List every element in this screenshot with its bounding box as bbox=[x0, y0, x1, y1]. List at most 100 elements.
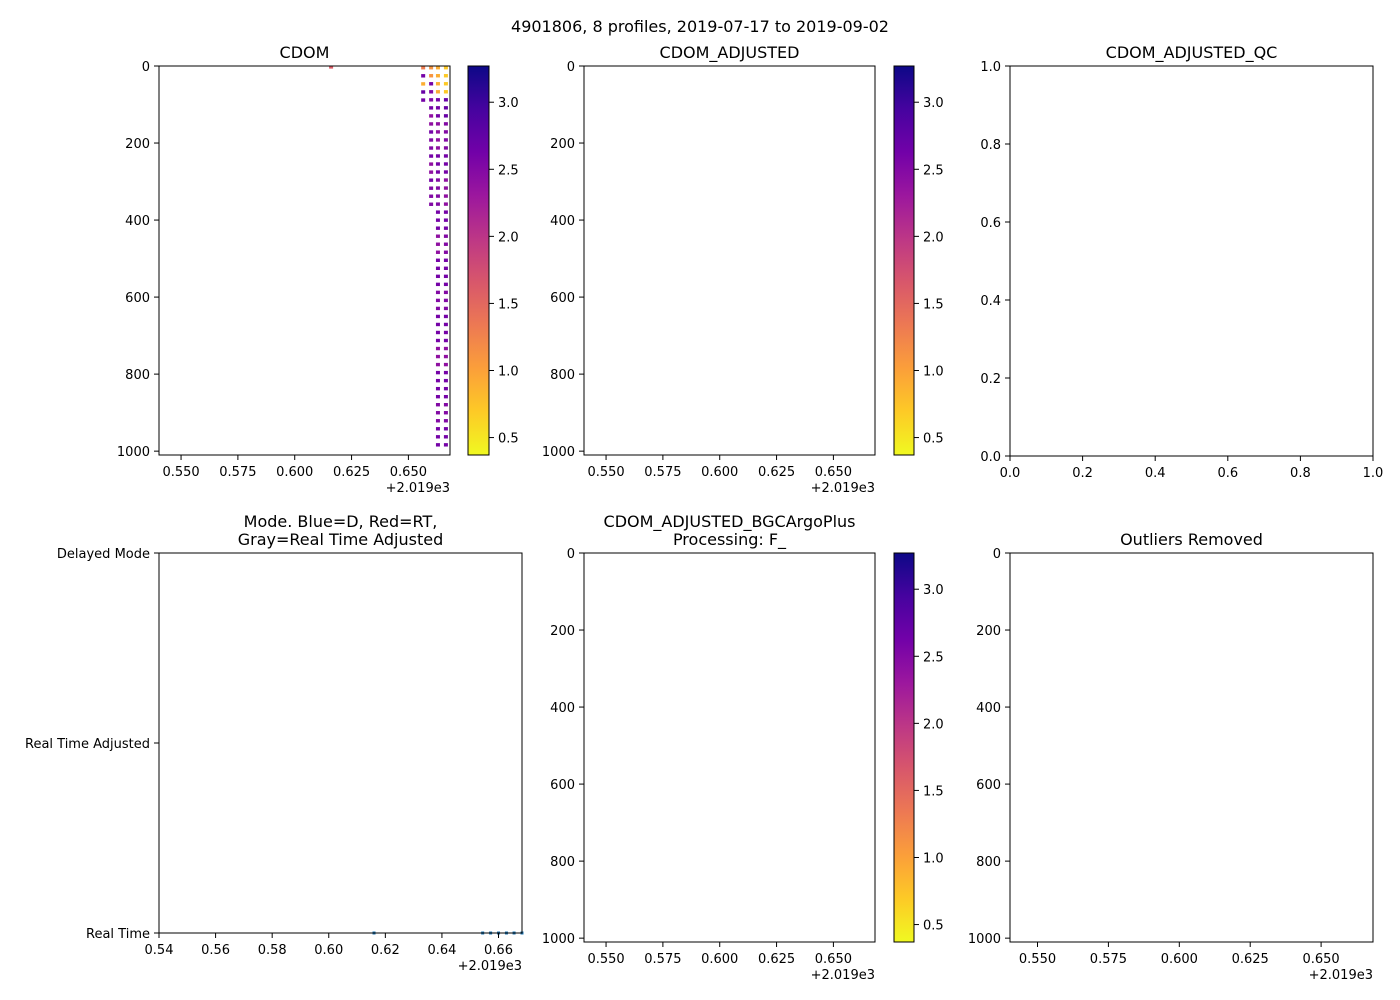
cdom-cell-3-4 bbox=[435, 82, 440, 86]
outliers-offset-label: +2.019e3 bbox=[1309, 968, 1373, 983]
mode-ytick-label: Real Time bbox=[86, 927, 150, 942]
cdom_adjusted-title: CDOM_ADJUSTED bbox=[660, 43, 800, 63]
cdom-cell-3-36 bbox=[435, 210, 440, 214]
outliers-ytick-label: 0 bbox=[993, 547, 1001, 562]
cdom_adjusted-colorbar-tick-label: 0.5 bbox=[923, 432, 944, 447]
cdom-cell-2-26 bbox=[429, 170, 434, 174]
cdom-panel: CDOM 0.550 0.575 0.600 0.625 0.650+2.019e3 0 20… bbox=[117, 43, 519, 496]
cdom_adjusted_qc-xtick-label: 0.0 bbox=[1000, 466, 1021, 481]
cdom-cell-3-68 bbox=[435, 338, 440, 343]
cdom_adjusted_qc-ytick-label: 1.0 bbox=[980, 60, 1001, 75]
cdom-cell-3-50 bbox=[435, 266, 440, 271]
cdom_bgc-colorbar-tick-label: 2.0 bbox=[923, 717, 944, 732]
cdom-cell-2-0 bbox=[429, 66, 434, 70]
cdom-cell-4-20 bbox=[443, 146, 448, 150]
cdom_bgc-ytick-label: 800 bbox=[550, 855, 575, 870]
outliers-xtick-label: 0.600 bbox=[1161, 952, 1198, 967]
cdom-title: CDOM bbox=[280, 43, 330, 62]
cdom-colorbar-tick-label: 2.5 bbox=[498, 163, 519, 178]
cdom-cell-1-6 bbox=[421, 90, 426, 94]
cdom-cell-3-52 bbox=[435, 274, 440, 279]
cdom-cell-3-10 bbox=[435, 106, 440, 110]
cdom-ytick-label: 200 bbox=[125, 137, 150, 152]
cdom-cell-3-14 bbox=[435, 122, 440, 126]
cdom_adjusted_qc-panel: CDOM_ADJUSTED_QC 0.0 0.2 0.4 0.6 0.8 1.0 0.0 0.2… bbox=[980, 43, 1383, 481]
figure-title: 4901806, 8 profiles, 2019-07-17 to 2019-… bbox=[511, 17, 889, 36]
cdom-cell-2-16 bbox=[429, 130, 434, 134]
cdom-cell-4-90 bbox=[443, 427, 448, 431]
cdom-cell-4-28 bbox=[443, 178, 448, 182]
cdom-cell-2-10 bbox=[429, 106, 434, 110]
cdom-cell-2-4 bbox=[429, 82, 434, 86]
cdom_adjusted-axes-frame bbox=[583, 65, 876, 456]
cdom-xtick-label: 0.600 bbox=[276, 465, 313, 480]
cdom-cell-4-78 bbox=[443, 378, 448, 383]
outliers-xtick-label: 0.650 bbox=[1302, 952, 1339, 967]
cdom-cell-2-2 bbox=[429, 74, 434, 78]
cdom_bgc-colorbar-tick-label: 0.5 bbox=[923, 919, 944, 934]
cdom-cell-4-48 bbox=[443, 258, 448, 262]
cdom-cell-4-0 bbox=[443, 66, 448, 70]
cdom_adjusted_qc-ytick-label: 0.6 bbox=[980, 216, 1001, 231]
cdom-cell-3-42 bbox=[435, 234, 440, 238]
cdom-cell-4-52 bbox=[443, 274, 448, 279]
cdom_bgc-xtick-label: 0.650 bbox=[815, 952, 852, 967]
cdom_adjusted_qc-ytick-label: 0.8 bbox=[980, 138, 1001, 153]
cdom-cell-4-24 bbox=[443, 162, 448, 166]
cdom-cell-3-48 bbox=[435, 258, 440, 262]
cdom-cell-2-32 bbox=[429, 194, 434, 198]
cdom_adjusted-xtick-label: 0.625 bbox=[758, 465, 795, 480]
cdom-cell-4-56 bbox=[443, 290, 448, 295]
cdom-cell-4-42 bbox=[443, 234, 448, 238]
cdom-cell-3-30 bbox=[435, 186, 440, 190]
cdom_adjusted-colorbar bbox=[893, 65, 915, 456]
cdom-cell-2-34 bbox=[429, 202, 434, 206]
outliers-title: Outliers Removed bbox=[1120, 530, 1263, 549]
cdom-cell-0-0 bbox=[329, 66, 334, 69]
cdom-xtick-label: 0.625 bbox=[333, 465, 370, 480]
cdom-cell-3-76 bbox=[435, 370, 440, 375]
cdom-cell-3-20 bbox=[435, 146, 440, 150]
cdom_adjusted_qc-title: CDOM_ADJUSTED_QC bbox=[1106, 43, 1278, 63]
cdom-cell-2-28 bbox=[429, 178, 434, 182]
cdom-ytick-label: 1000 bbox=[117, 445, 150, 460]
cdom_bgc-ytick-label: 1000 bbox=[542, 932, 575, 947]
cdom-cell-3-62 bbox=[435, 314, 440, 319]
cdom-cell-3-16 bbox=[435, 130, 440, 134]
cdom_adjusted_qc-xtick-label: 0.2 bbox=[1072, 466, 1093, 481]
cdom-cell-4-2 bbox=[443, 74, 448, 78]
cdom-cell-3-58 bbox=[435, 298, 440, 303]
cdom_adjusted_qc-ytick-label: 0.4 bbox=[980, 294, 1001, 309]
cdom-cell-3-18 bbox=[435, 138, 440, 142]
cdom-cell-2-24 bbox=[429, 162, 434, 166]
mode-panel: Mode. Blue=D, Red=RT,Gray=Real Time Adju… bbox=[25, 512, 524, 974]
cdom-cell-4-72 bbox=[443, 354, 448, 359]
cdom_adjusted-colorbar-tick-label: 1.0 bbox=[923, 364, 944, 379]
cdom-cell-4-6 bbox=[443, 90, 448, 94]
cdom-cell-2-8 bbox=[429, 98, 434, 102]
cdom-cell-2-22 bbox=[429, 154, 434, 158]
cdom_adjusted-xtick-label: 0.650 bbox=[815, 465, 852, 480]
cdom-cell-3-74 bbox=[435, 362, 440, 367]
cdom-cell-3-2 bbox=[435, 74, 440, 78]
cdom-cell-3-56 bbox=[435, 290, 440, 295]
cdom-cell-3-6 bbox=[435, 90, 440, 94]
cdom-colorbar-tick-label: 2.0 bbox=[498, 230, 519, 245]
cdom_adjusted-ytick-label: 600 bbox=[550, 291, 575, 306]
cdom_adjusted-colorbar-tick-label: 3.0 bbox=[923, 96, 944, 111]
cdom-colorbar-tick-label: 3.0 bbox=[498, 96, 519, 111]
cdom-cell-3-78 bbox=[435, 378, 440, 383]
cdom-cell-4-86 bbox=[443, 411, 448, 415]
cdom-cell-1-0 bbox=[421, 66, 426, 70]
cdom-cell-3-34 bbox=[435, 202, 440, 206]
cdom-cell-2-6 bbox=[429, 90, 434, 94]
cdom-cell-2-18 bbox=[429, 138, 434, 142]
cdom-cell-3-86 bbox=[435, 411, 440, 415]
cdom-cell-3-54 bbox=[435, 282, 440, 287]
cdom_adjusted-ytick-label: 1000 bbox=[542, 445, 575, 460]
cdom_bgc-title-line2: Processing: F_ bbox=[673, 530, 787, 550]
cdom_adjusted_qc-xtick-label: 1.0 bbox=[1363, 466, 1384, 481]
cdom-cell-4-92 bbox=[443, 435, 448, 439]
